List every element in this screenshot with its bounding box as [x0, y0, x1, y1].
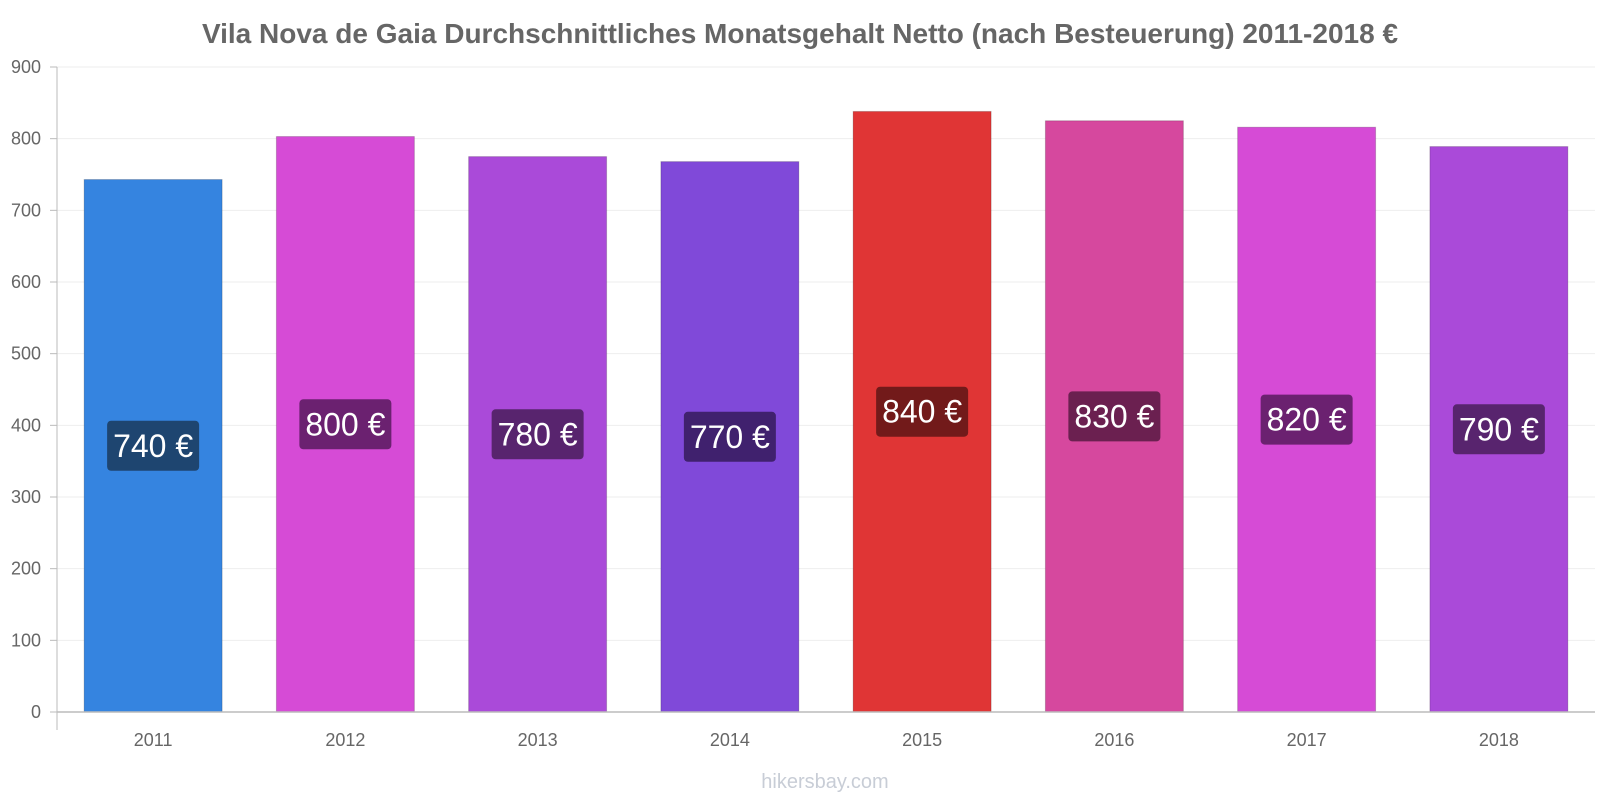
y-tick-label: 300: [11, 487, 41, 507]
data-label: 820 €: [1267, 402, 1347, 438]
x-tick-label: 2011: [134, 730, 173, 750]
y-tick-label: 0: [31, 702, 41, 722]
data-label-box: [1260, 394, 1353, 445]
x-axis: 2011 2012 2013 2014 2015 2016 2017 2018: [57, 711, 1595, 750]
data-label-box: [491, 409, 584, 460]
y-tick-label: 600: [11, 272, 41, 292]
data-label: 790 €: [1459, 411, 1539, 447]
data-label-box: [876, 386, 969, 437]
x-tick-label: 2015: [902, 730, 942, 750]
y-tick-label: 800: [11, 129, 41, 149]
y-tick-label: 700: [11, 200, 41, 220]
x-tick-label: 2017: [1287, 730, 1327, 750]
x-tick-label: 2012: [325, 730, 365, 750]
data-label: 780 €: [498, 416, 578, 452]
y-axis: 0 100 200 300 400 500 600 700 800 900: [11, 57, 58, 730]
y-tick-label: 400: [11, 415, 41, 435]
y-tick-label: 500: [11, 344, 41, 364]
x-tick-label: 2018: [1479, 730, 1519, 750]
data-label: 740 €: [113, 428, 193, 464]
data-label: 770 €: [690, 419, 770, 455]
y-tick-label: 900: [11, 57, 41, 77]
data-label-box: [107, 420, 200, 471]
data-label-box: [683, 411, 776, 462]
watermark: hikersbay.com: [761, 771, 888, 793]
data-label-box: [299, 399, 392, 450]
data-labels: 740 € 800 € 780 € 770 € 840 € 830 € 820 € 790 €: [107, 386, 1545, 471]
y-tick-label: 200: [11, 559, 41, 579]
x-tick-label: 2013: [518, 730, 558, 750]
data-label: 830 €: [1074, 398, 1154, 434]
chart-title: Vila Nova de Gaia Durchschnittliches Mon…: [202, 18, 1398, 49]
data-label: 800 €: [305, 406, 385, 442]
y-tick-label: 100: [11, 630, 41, 650]
x-tick-label: 2014: [710, 730, 750, 750]
data-label-box: [1452, 404, 1545, 455]
data-label: 840 €: [882, 394, 962, 430]
x-tick-label: 2016: [1094, 730, 1134, 750]
data-label-box: [1068, 391, 1161, 442]
